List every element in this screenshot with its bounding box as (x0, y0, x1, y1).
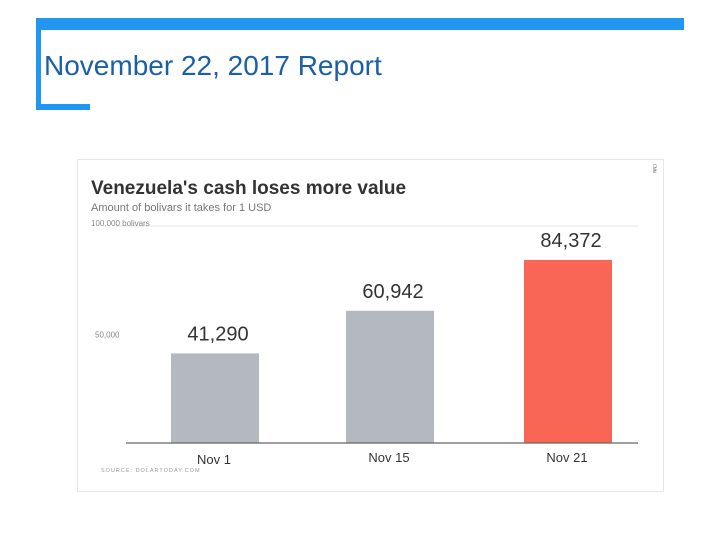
bar-chart: Venezuela's cash loses more value Amount… (91, 178, 638, 474)
bar (171, 353, 259, 443)
bar-value-label: 41,290 (187, 323, 248, 345)
bar (346, 310, 434, 443)
chart-subtitle: Amount of bolivars it takes for 1 USD (91, 202, 271, 214)
y-tick-label: 100,000 bolivars (91, 219, 150, 228)
bottom-accent-bar (36, 104, 90, 110)
x-tick-label: Nov 15 (368, 450, 409, 465)
chart-title: Venezuela's cash loses more value (91, 178, 406, 199)
chart-image: Venezuela's cash loses more value Amount… (78, 160, 663, 491)
bar-value-label: 84,372 (540, 230, 601, 252)
x-tick-label: Nov 21 (546, 450, 587, 465)
top-accent-bar (36, 18, 684, 30)
slide-title: November 22, 2017 Report (44, 50, 382, 81)
bar (524, 259, 612, 443)
y-tick-label: 50,000 (95, 331, 120, 340)
image-credit: CNN (652, 164, 657, 173)
left-accent-bar (36, 18, 41, 110)
chart-source: SOURCE: DOLARTODAY.COM (101, 468, 201, 474)
x-tick-label: Nov 1 (197, 452, 231, 467)
bar-value-label: 60,942 (362, 281, 423, 303)
